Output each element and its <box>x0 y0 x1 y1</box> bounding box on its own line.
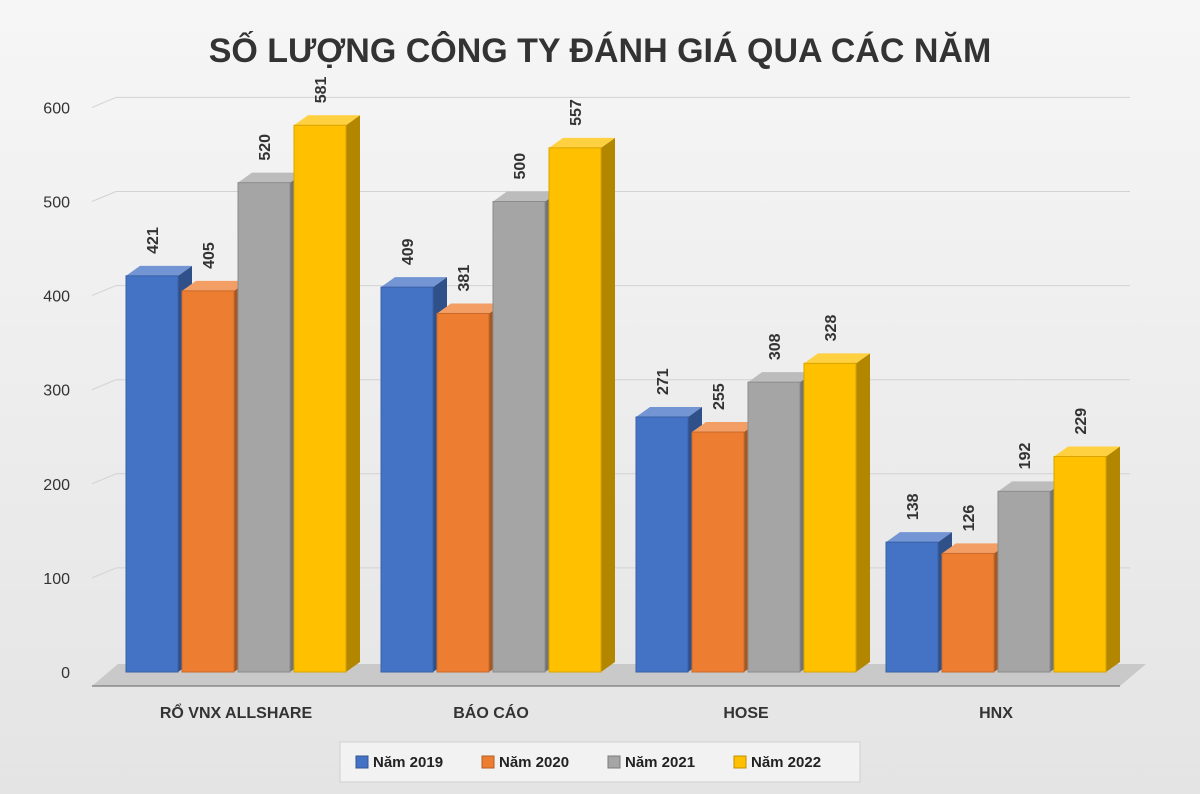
gridline-diag <box>91 191 117 202</box>
bar-top <box>636 406 702 417</box>
bar <box>293 124 347 673</box>
bar <box>1053 456 1107 673</box>
bar-top <box>1054 446 1120 457</box>
bar-group: 581 <box>293 76 360 673</box>
chart-floor-plane <box>92 664 1146 686</box>
y-tick-label: 200 <box>43 477 70 494</box>
bar-group: 328 <box>803 315 870 673</box>
data-label: 328 <box>823 315 840 342</box>
bar-top <box>437 303 503 314</box>
legend-item: Năm 2019 <box>355 754 443 771</box>
data-label: 271 <box>655 368 672 395</box>
data-label: 421 <box>145 227 162 254</box>
bar-side <box>856 353 870 672</box>
chart-floor <box>92 664 1146 687</box>
legend-item: Năm 2021 <box>607 754 695 771</box>
bar <box>941 552 995 673</box>
legend-swatch <box>481 755 495 769</box>
legend-label: Năm 2019 <box>373 754 443 771</box>
bar-top <box>942 543 1008 554</box>
data-label: 409 <box>400 238 417 265</box>
bar <box>747 381 801 673</box>
data-label: 381 <box>456 265 473 292</box>
x-tick-label: HNX <box>979 705 1013 722</box>
bar-top <box>493 191 559 202</box>
bar <box>997 490 1051 673</box>
bar-top <box>804 353 870 364</box>
bar <box>237 182 291 673</box>
gridline-diag <box>91 567 117 579</box>
legend-item: Năm 2020 <box>481 754 569 771</box>
bar-top <box>381 277 447 288</box>
bar-top <box>126 265 192 276</box>
legend-swatch <box>733 755 747 769</box>
x-tick-label: RỔ VNX ALLSHARE <box>160 703 313 722</box>
data-label: 192 <box>1017 443 1034 470</box>
data-label: 500 <box>512 153 529 180</box>
chart-title: SỐ LƯỢNG CÔNG TY ĐÁNH GIÁ QUA CÁC NĂM <box>209 31 992 70</box>
bar <box>181 290 235 673</box>
bar <box>885 541 939 673</box>
y-tick-label: 600 <box>43 100 70 117</box>
bar <box>436 312 490 673</box>
legend-label: Năm 2020 <box>499 754 569 771</box>
bar-top <box>294 115 360 126</box>
gridline-diag <box>91 379 117 391</box>
bar-side <box>601 137 615 672</box>
bar-group: 229 <box>1053 408 1120 673</box>
bar <box>691 431 745 673</box>
legend: Năm 2019 Năm 2020 Năm 2021 Năm 2022 <box>339 741 861 783</box>
bar-top <box>238 172 304 183</box>
data-label: 126 <box>961 505 978 532</box>
bar <box>380 286 434 673</box>
data-label: 405 <box>201 242 218 269</box>
legend-swatch <box>607 755 621 769</box>
legend-item: Năm 2022 <box>733 754 821 771</box>
gridline-diag <box>91 473 117 485</box>
bar-top <box>549 137 615 148</box>
gridline-diag <box>91 285 117 297</box>
bar <box>492 201 546 673</box>
bar-layer: 421 405 520 581 409 381 500 557 271 255 308 328 138 1… <box>125 76 1120 673</box>
gridline-diag <box>91 96 117 108</box>
bar-top <box>692 422 758 433</box>
data-label: 229 <box>1073 408 1090 435</box>
data-label: 557 <box>568 99 585 126</box>
data-label: 138 <box>905 493 922 520</box>
legend-label: Năm 2021 <box>625 754 695 771</box>
bar-side <box>1106 446 1120 672</box>
bar-side <box>346 115 360 673</box>
bar <box>125 275 179 673</box>
bar-top <box>998 481 1064 492</box>
legend-box <box>339 741 861 783</box>
bar <box>635 416 689 673</box>
y-tick-label: 400 <box>43 289 70 306</box>
bar <box>548 147 602 673</box>
bar-top <box>748 372 814 383</box>
legend-label: Năm 2022 <box>751 754 821 771</box>
data-label: 581 <box>313 76 330 103</box>
bar-group: 557 <box>548 99 615 673</box>
data-label: 520 <box>257 134 274 161</box>
x-tick-label: BÁO CÁO <box>453 703 529 722</box>
data-label: 255 <box>711 383 728 410</box>
y-tick-label: 0 <box>61 665 70 682</box>
y-axis: 0 100 200 300 400 500 600 <box>43 100 70 682</box>
data-label: 308 <box>767 333 784 360</box>
bar <box>803 362 857 673</box>
y-tick-label: 300 <box>43 383 70 400</box>
bar-top <box>886 532 952 543</box>
legend-swatch <box>355 755 369 769</box>
y-tick-label: 500 <box>43 195 70 212</box>
x-axis: RỔ VNX ALLSHARE BÁO CÁO HOSE HNX <box>160 703 1013 722</box>
bar-top <box>182 280 248 291</box>
y-tick-label: 100 <box>43 571 70 588</box>
x-tick-label: HOSE <box>723 705 769 722</box>
